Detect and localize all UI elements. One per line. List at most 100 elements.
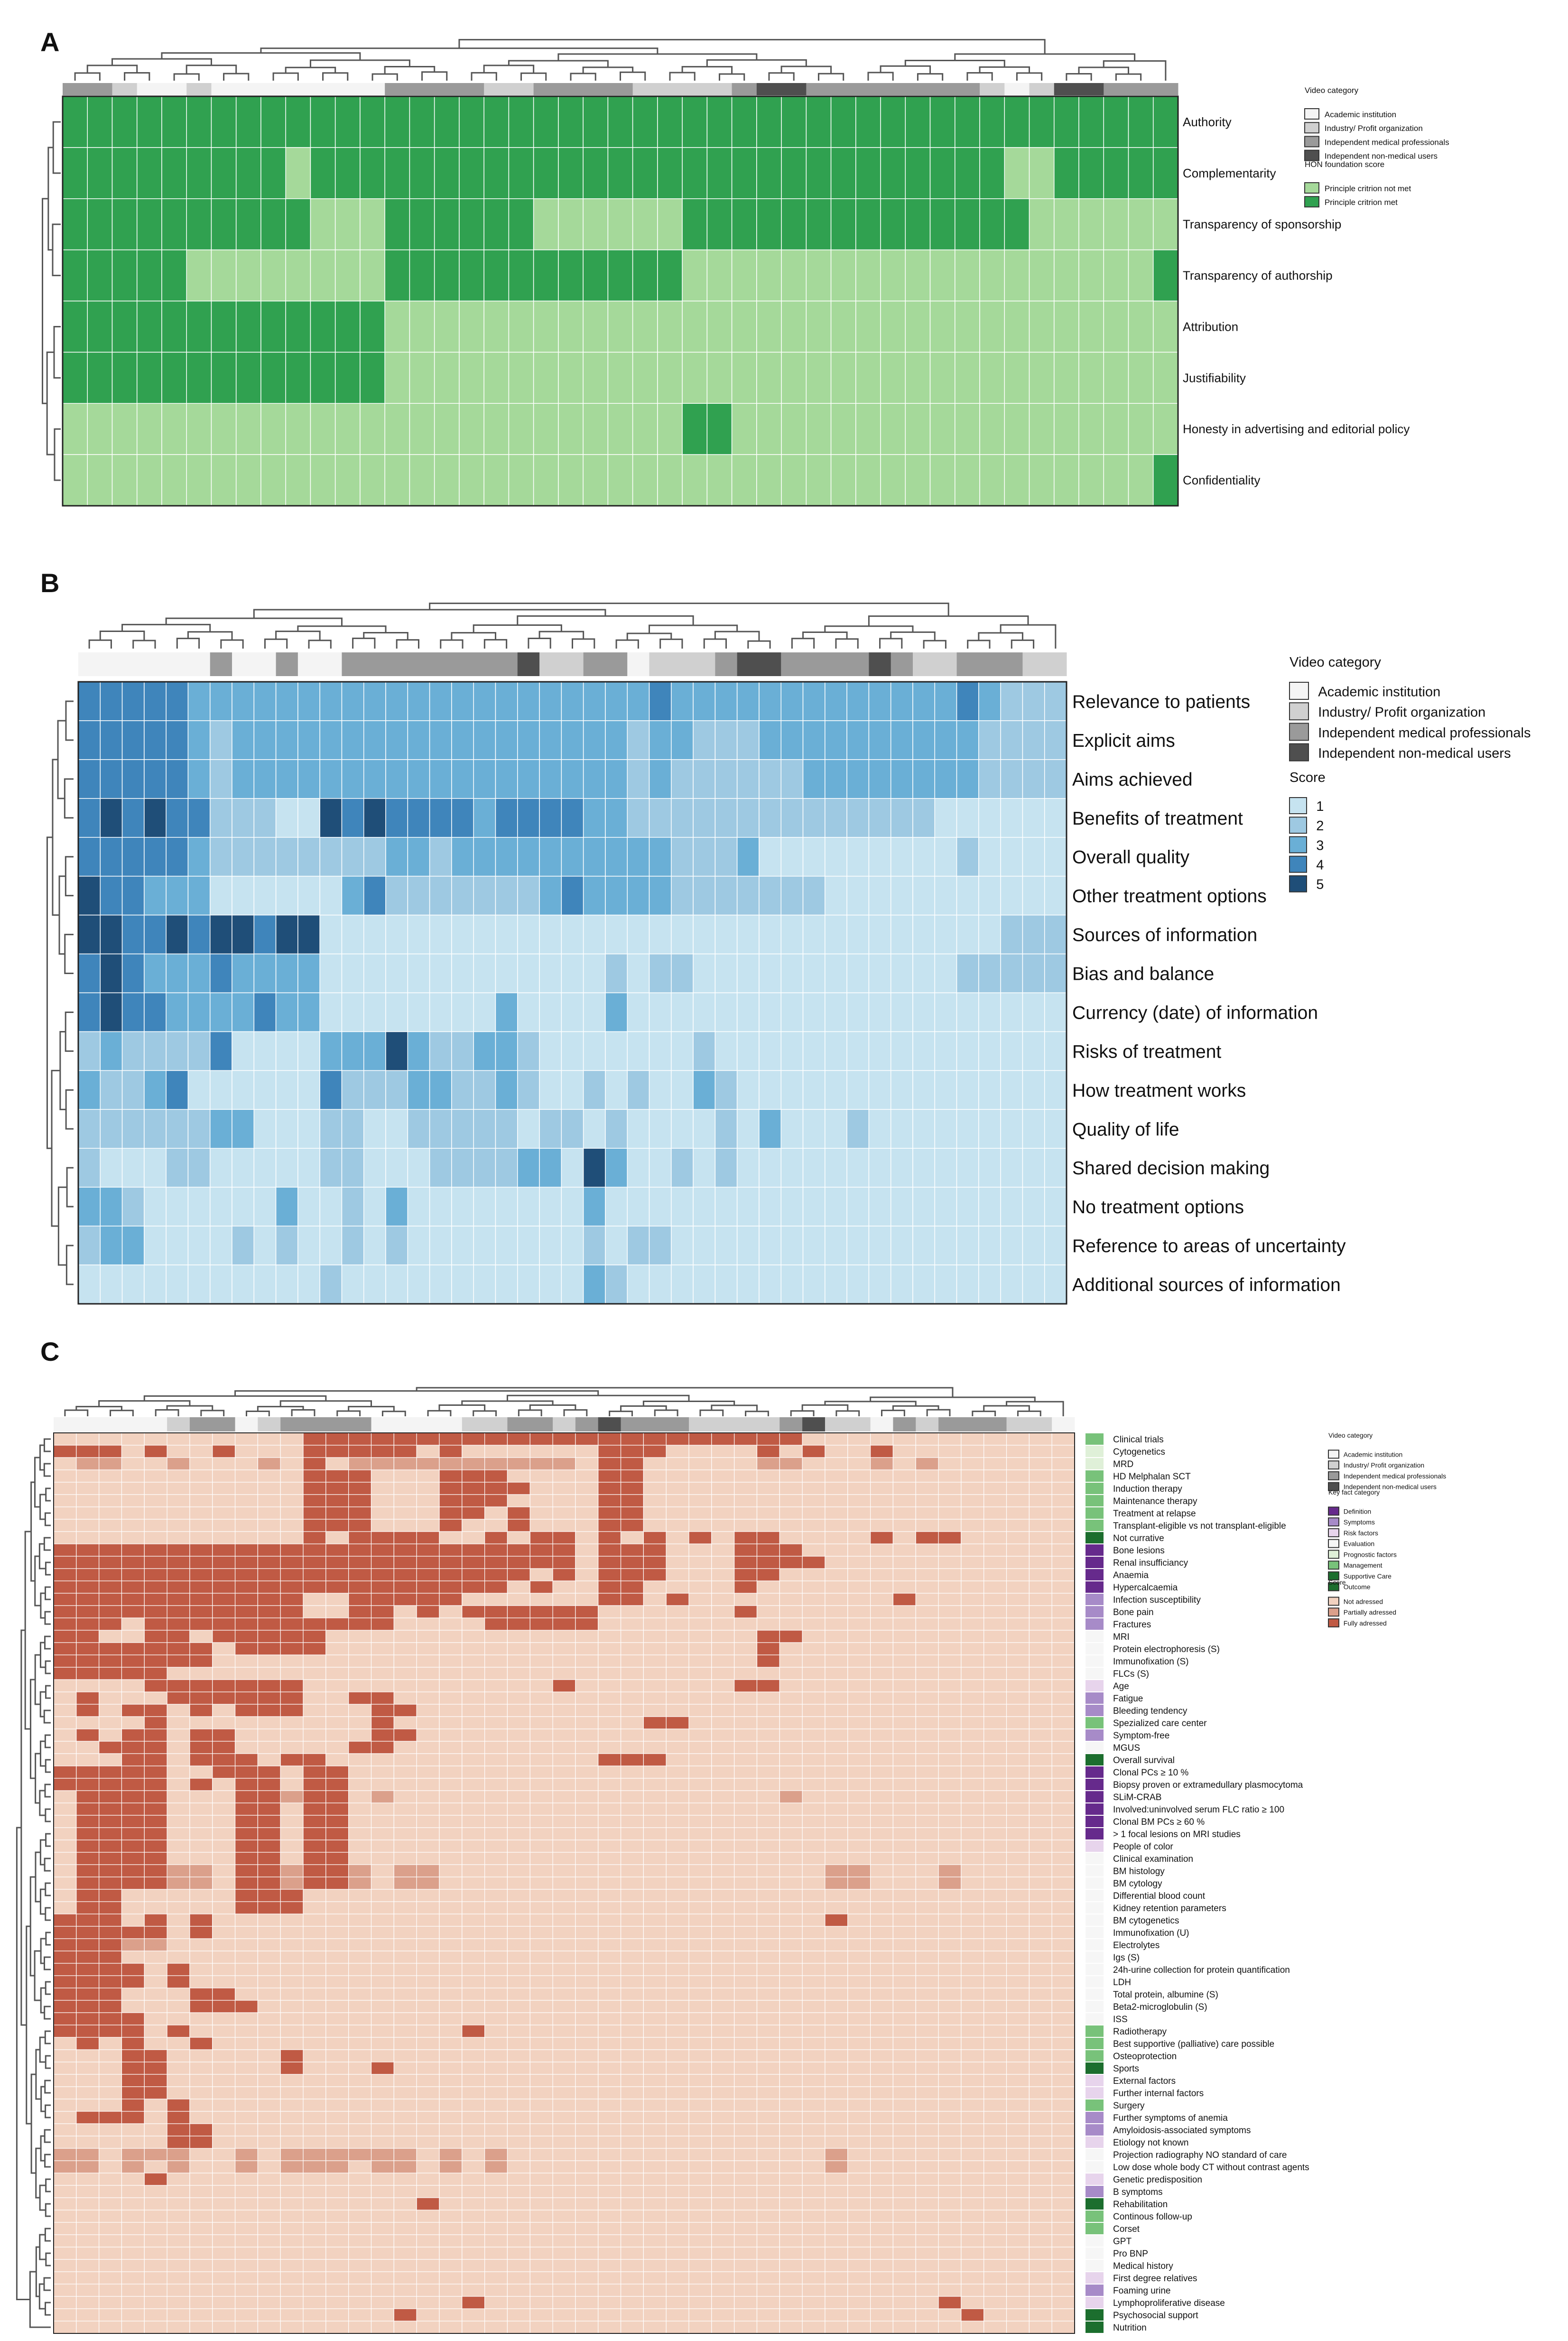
heatmap-cell: [76, 1728, 100, 1742]
heatmap-cell: [961, 2037, 984, 2050]
heatmap-cell: [938, 1753, 962, 1766]
dendrogram-link: [1103, 60, 1167, 81]
heatmap-cell: [189, 1839, 213, 1853]
heatmap-cell: [53, 1580, 77, 1594]
heatmap-cell: [915, 1469, 939, 1483]
heatmap-cell: [666, 1765, 689, 1779]
heatmap-cell: [297, 875, 320, 916]
heatmap-cell: [779, 2185, 803, 2198]
heatmap-cell: [961, 2148, 984, 2161]
dendrogram-link: [39, 2036, 46, 2063]
heatmap-cell: [144, 1568, 167, 1581]
heatmap-cell: [892, 1531, 916, 1544]
heatmap-cell: [234, 1914, 259, 1927]
dendrogram-link: [285, 66, 336, 74]
heatmap-cell: [53, 1519, 77, 1532]
heatmap-cell: [682, 403, 708, 455]
heatmap-cell: [212, 2099, 236, 2112]
heatmap-cell: [99, 1938, 122, 1951]
heatmap-cell: [711, 2321, 735, 2334]
heatmap-cell: [211, 352, 237, 404]
heatmap-cell: [439, 1852, 463, 1865]
heatmap-cell: [189, 2210, 213, 2223]
heatmap-cell: [870, 1642, 894, 1655]
heatmap-cell: [706, 352, 733, 404]
heatmap-cell: [1000, 798, 1023, 838]
heatmap-cell: [846, 914, 870, 955]
heatmap-cell: [100, 875, 123, 916]
heatmap-cell: [1051, 2308, 1075, 2322]
heatmap-cell: [915, 1988, 939, 2001]
heatmap-cell: [756, 2308, 780, 2322]
heatmap-cell: [1029, 1877, 1052, 1890]
heatmap-cell: [439, 1839, 463, 1853]
heatmap-cell: [682, 454, 708, 506]
heatmap-cell: [552, 1691, 576, 1705]
dendrogram-link: [45, 1907, 51, 1921]
heatmap-cell: [627, 837, 650, 877]
heatmap-cell: [1006, 1901, 1030, 1914]
heatmap-cell: [280, 1852, 304, 1865]
heatmap-cell: [892, 2210, 916, 2223]
heatmap-cell: [870, 2148, 894, 2161]
heatmap-cell: [53, 1975, 77, 1988]
heatmap-cell: [847, 1679, 871, 1692]
video-category-cell: [583, 652, 606, 676]
heatmap-cell: [779, 2062, 803, 2075]
heatmap-cell: [711, 1679, 735, 1692]
heatmap-cell: [53, 1988, 77, 2001]
heatmap-cell: [285, 96, 311, 148]
heatmap-cell: [575, 1593, 599, 1606]
heatmap-cell: [627, 992, 650, 1032]
heatmap-cell: [961, 1691, 984, 1705]
heatmap-cell: [53, 1568, 77, 1581]
heatmap-cell: [234, 2210, 259, 2223]
heatmap-cell: [1044, 1109, 1067, 1149]
heatmap-cell: [892, 2308, 916, 2322]
heatmap-cell: [257, 1815, 281, 1828]
heatmap-cell: [598, 1580, 622, 1594]
heatmap-cell: [1000, 953, 1023, 994]
heatmap-cell: [938, 2062, 962, 2075]
row-label: Honesty in advertising and editorial pol…: [1183, 422, 1410, 436]
heatmap-cell: [756, 1543, 780, 1557]
heatmap-cell: [643, 2160, 667, 2174]
heatmap-cell: [598, 1482, 622, 1495]
heatmap-cell: [1029, 1580, 1052, 1594]
heatmap-cell: [552, 1457, 576, 1470]
heatmap-cell: [507, 2037, 530, 2050]
heatmap-cell: [870, 1457, 894, 1470]
heatmap-cell: [847, 1580, 871, 1594]
heatmap-cell: [517, 1226, 540, 1265]
heatmap-cell: [643, 2074, 667, 2087]
heatmap-cell: [53, 1926, 77, 1939]
heatmap-cell: [620, 2210, 644, 2223]
heatmap-cell: [371, 1543, 394, 1557]
heatmap-cell: [484, 1457, 508, 1470]
heatmap-cell: [1029, 1593, 1052, 1606]
heatmap-cell: [76, 1716, 100, 1729]
heatmap-cell: [517, 681, 540, 721]
heatmap-cell: [189, 1445, 213, 1458]
heatmap-cell: [484, 1667, 508, 1680]
video-category-cell: [286, 83, 311, 95]
heatmap-cell: [552, 1556, 576, 1569]
heatmap-cell: [257, 2160, 281, 2174]
heatmap-cell: [711, 2284, 735, 2297]
dendrogram-link: [53, 325, 61, 379]
heatmap-cell: [552, 1728, 576, 1742]
heatmap-cell: [235, 352, 261, 404]
heatmap-cell: [416, 1432, 440, 1446]
legend-video-category-c-label: Independent non-medical users: [1344, 1483, 1437, 1491]
heatmap-cell: [961, 2247, 984, 2260]
heatmap-cell: [99, 2160, 122, 2174]
heatmap-cell: [371, 1877, 394, 1890]
heatmap-cell: [348, 2049, 372, 2062]
heatmap-cell: [666, 2025, 689, 2038]
heatmap-cell: [517, 1148, 540, 1188]
heatmap-cell: [325, 1889, 349, 1902]
heatmap-cell: [280, 2049, 304, 2062]
heatmap-cell: [212, 2049, 236, 2062]
heatmap-cell: [781, 249, 807, 302]
heatmap-cell: [100, 720, 123, 760]
